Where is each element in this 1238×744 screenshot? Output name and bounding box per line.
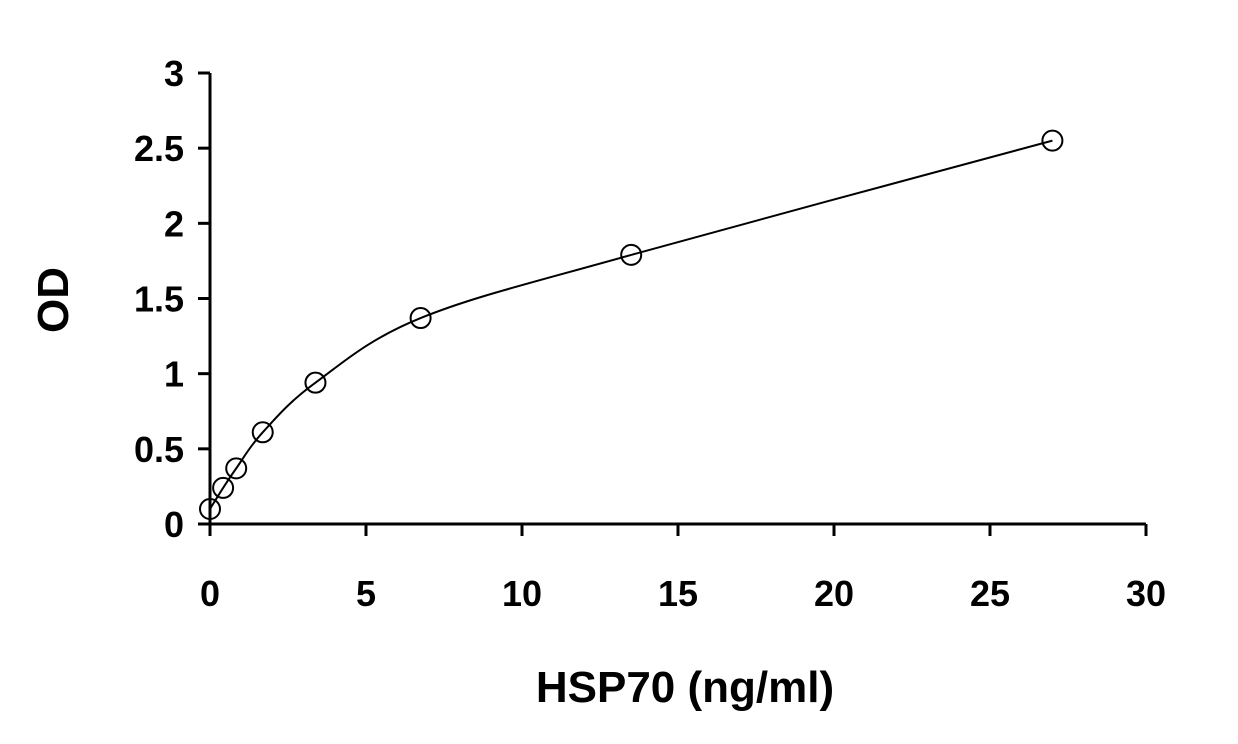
y-tick-label: 0 xyxy=(164,504,184,545)
x-axis-title: HSP70 (ng/ml) xyxy=(536,663,834,712)
data-point xyxy=(212,476,235,499)
x-tick-label: 25 xyxy=(970,573,1010,614)
y-tick-label: 2 xyxy=(164,203,184,244)
y-tick-label: 1.5 xyxy=(134,279,184,320)
data-point xyxy=(251,421,274,444)
x-tick-label: 10 xyxy=(502,573,542,614)
data-point xyxy=(225,457,248,480)
y-tick-label: 1 xyxy=(164,354,184,395)
fit-curve xyxy=(209,139,1053,510)
x-tick-label: 15 xyxy=(658,573,698,614)
y-axis-title: OD xyxy=(29,267,78,333)
data-point xyxy=(620,243,643,266)
x-tick-label: 5 xyxy=(356,573,376,614)
data-point xyxy=(1041,129,1064,152)
y-ticks: 0 0.5 1 1.5 2 2.5 3 xyxy=(134,53,210,545)
x-tick-label: 20 xyxy=(814,573,854,614)
x-tick-label: 30 xyxy=(1126,573,1166,614)
data-points xyxy=(199,129,1064,520)
x-tick-label: 0 xyxy=(200,573,220,614)
y-tick-label: 3 xyxy=(164,53,184,94)
x-ticks: 0 5 10 15 20 25 30 xyxy=(200,524,1166,614)
data-point xyxy=(409,307,432,330)
axes xyxy=(208,73,1146,526)
data-point xyxy=(199,497,221,520)
y-tick-label: 0.5 xyxy=(134,429,184,470)
data-point xyxy=(304,371,327,394)
y-tick-label: 2.5 xyxy=(134,128,184,169)
